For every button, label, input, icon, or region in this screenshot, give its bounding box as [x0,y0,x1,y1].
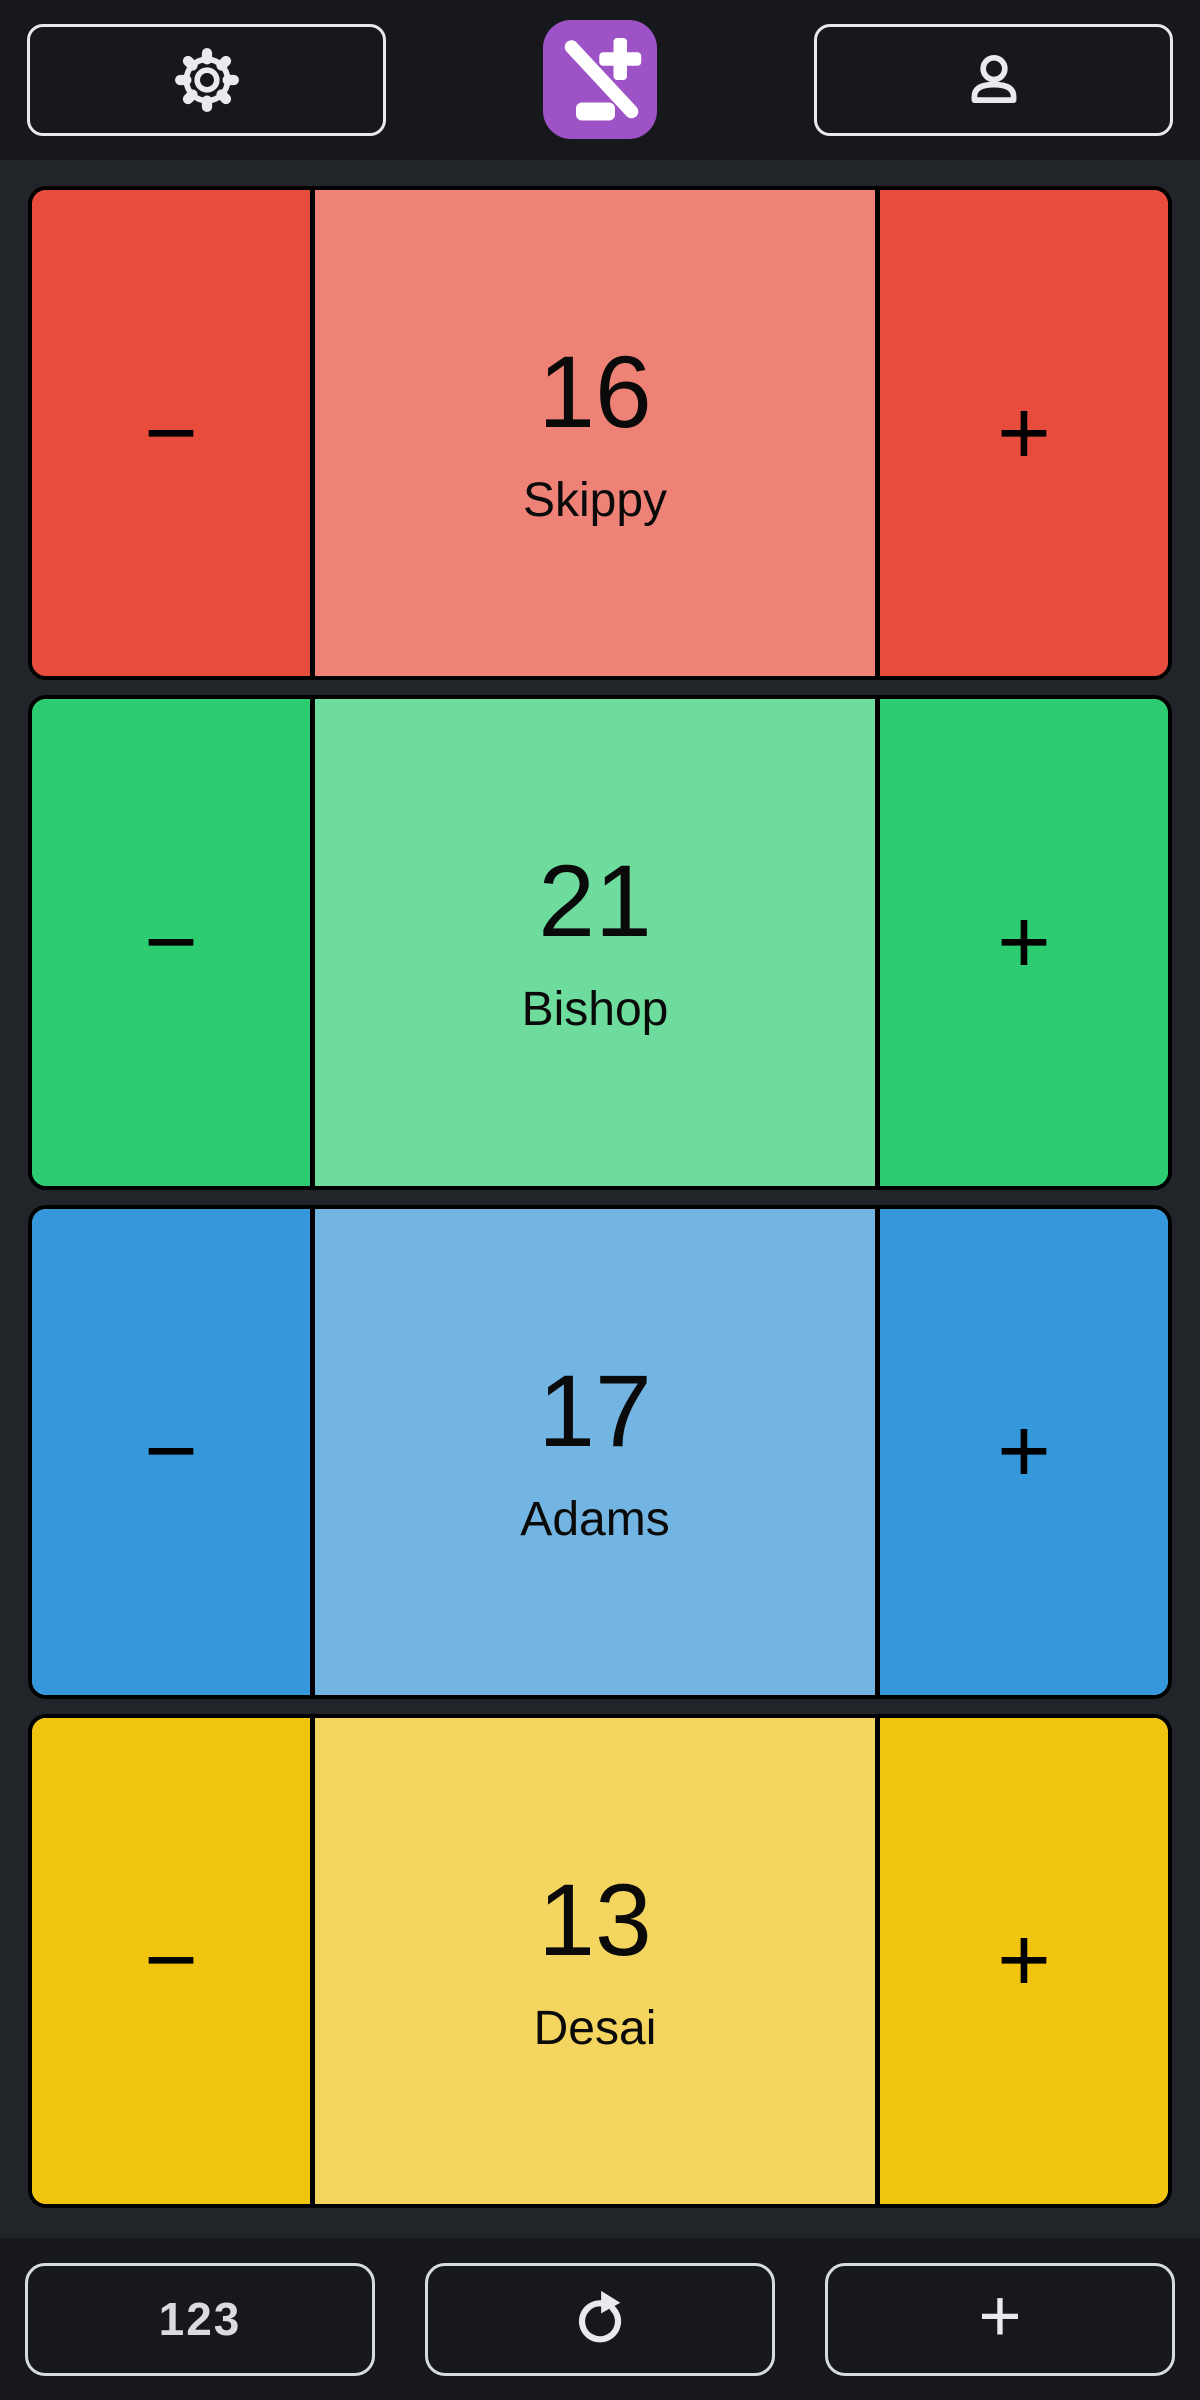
increment-button[interactable]: + [880,699,1168,1186]
player-name: Bishop [521,983,669,1037]
person-icon [961,47,1027,113]
player-score-cell[interactable]: 13 Desai [310,1717,880,2204]
numbers-button[interactable]: 123 [25,2262,375,2376]
scoreboard: − 16 Skippy + − 21 Bishop + − 17 Adams +… [0,160,1200,2238]
player-name: Adams [520,1492,670,1546]
player-row: − 13 Desai + [28,1713,1172,2208]
player-score: 13 [538,1862,652,1977]
player-score: 16 [538,335,652,450]
gear-icon [174,47,240,113]
settings-button[interactable] [27,24,386,136]
add-player-button-label: + [978,2274,1022,2357]
player-name: Desai [533,2001,657,2055]
score-logo-icon [552,30,648,130]
player-row: − 21 Bishop + [28,695,1172,1190]
decrement-button[interactable]: − [32,699,310,1186]
player-score-cell[interactable]: 16 Skippy [310,190,880,677]
numbers-button-label: 123 [158,2293,242,2345]
increment-button[interactable]: + [880,1208,1168,1695]
decrement-button[interactable]: − [32,1717,310,2204]
player-score: 21 [538,844,652,959]
decrement-button[interactable]: − [32,190,310,677]
increment-button[interactable]: + [880,190,1168,677]
player-row: − 17 Adams + [28,1204,1172,1699]
bottom-bar: 123 + [0,2238,1200,2400]
reset-button[interactable] [425,2262,775,2376]
increment-button[interactable]: + [880,1717,1168,2204]
refresh-icon [564,2283,636,2355]
player-score-cell[interactable]: 17 Adams [310,1208,880,1695]
player-score: 17 [538,1353,652,1468]
app-logo [543,20,657,139]
player-score-cell[interactable]: 21 Bishop [310,699,880,1186]
top-bar [0,0,1200,160]
player-name: Skippy [522,474,668,528]
add-player-button[interactable]: + [825,2262,1175,2376]
profile-button[interactable] [814,24,1173,136]
decrement-button[interactable]: − [32,1208,310,1695]
player-row: − 16 Skippy + [28,186,1172,681]
